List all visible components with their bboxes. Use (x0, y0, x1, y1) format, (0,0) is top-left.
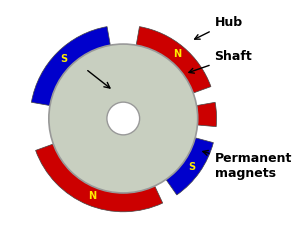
Text: Hub: Hub (195, 16, 243, 39)
Wedge shape (136, 27, 211, 93)
Wedge shape (32, 27, 110, 105)
Wedge shape (166, 138, 213, 195)
Text: Permanent
magnets: Permanent magnets (203, 150, 292, 180)
Text: S: S (60, 54, 68, 64)
Circle shape (107, 102, 140, 135)
Text: Shaft: Shaft (189, 50, 252, 73)
Text: S: S (188, 162, 196, 172)
Wedge shape (196, 102, 217, 127)
Wedge shape (36, 144, 163, 212)
Text: N: N (88, 191, 96, 201)
Text: N: N (173, 49, 181, 59)
Circle shape (49, 44, 198, 193)
